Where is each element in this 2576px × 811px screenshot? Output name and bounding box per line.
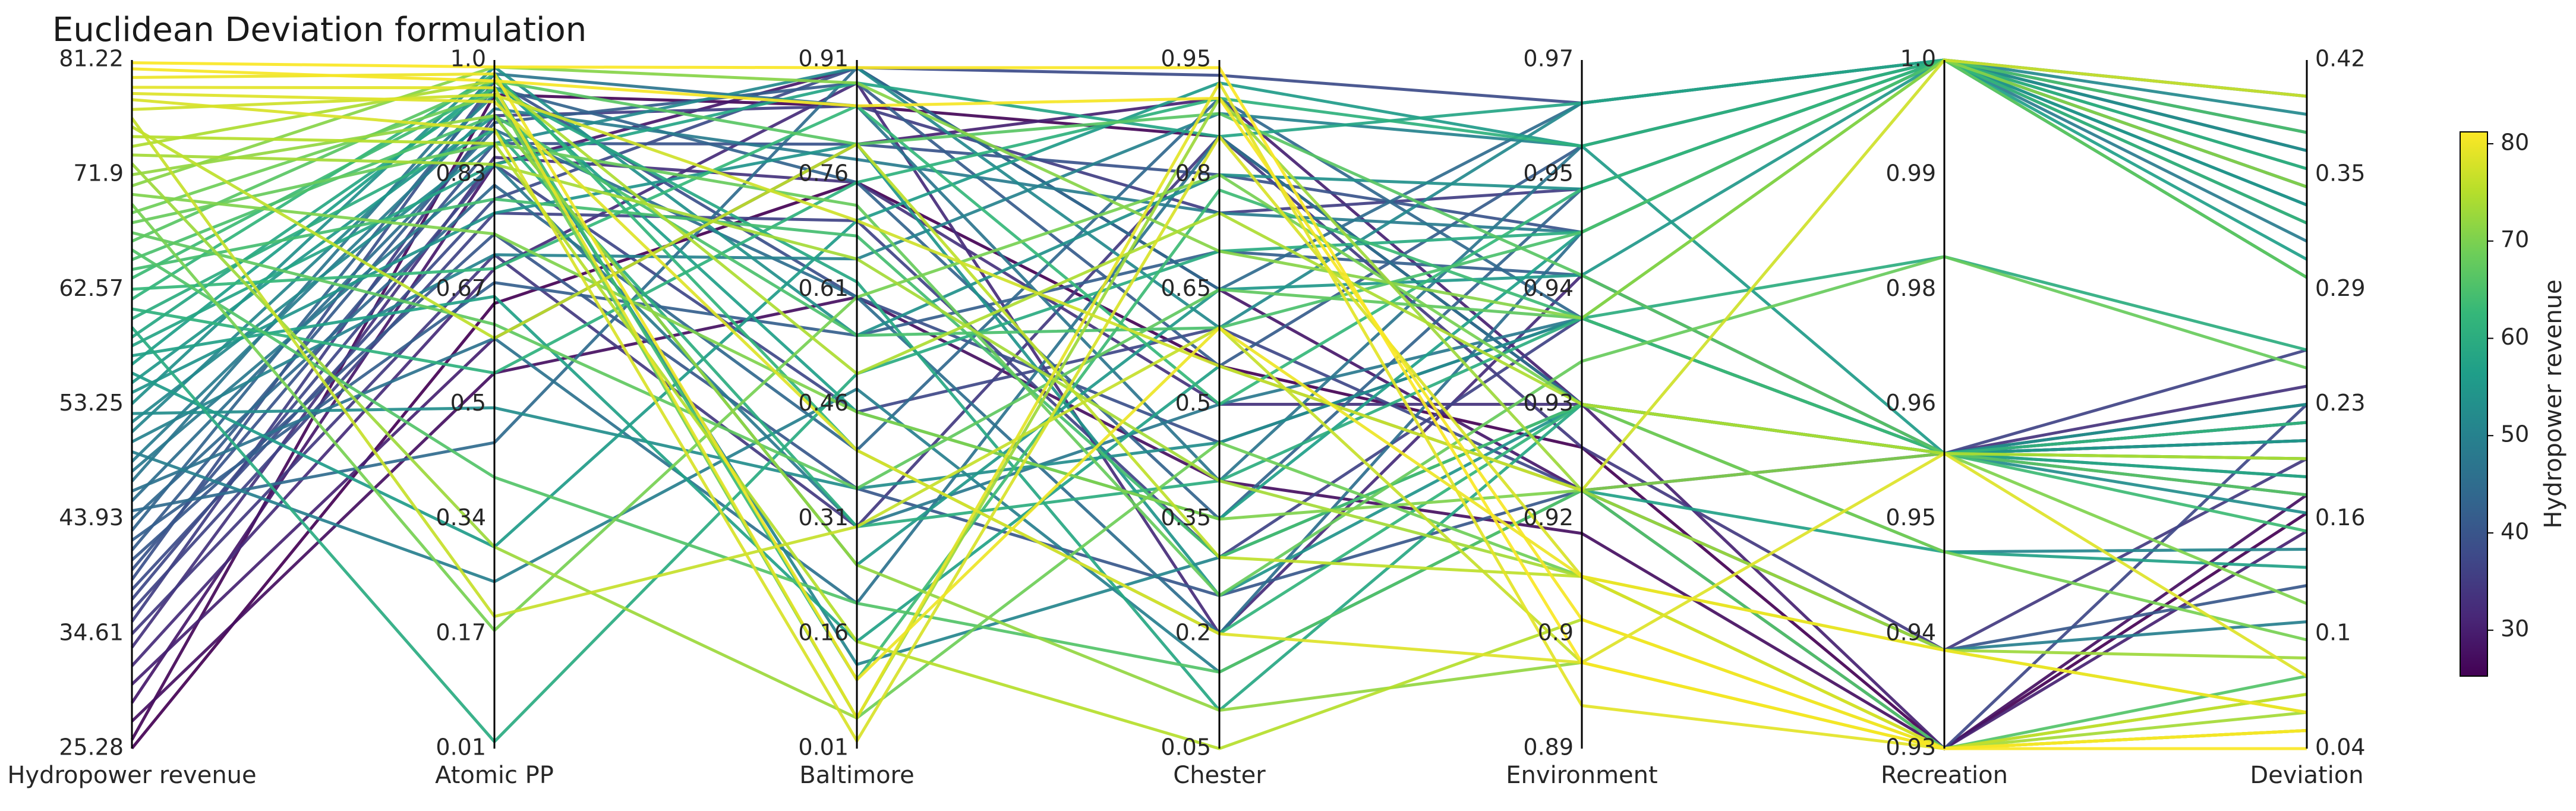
axis-label: Recreation <box>1881 762 2008 789</box>
tick-label: 0.99 <box>1886 160 1936 187</box>
colorbar-tick-label: 70 <box>2501 226 2529 253</box>
axis-label: Chester <box>1173 762 1266 789</box>
tick-label: 0.95 <box>1886 504 1936 531</box>
axis-label: Deviation <box>2250 762 2363 789</box>
colorbar-gradient <box>2460 131 2488 677</box>
tick-label: 0.16 <box>2315 504 2366 531</box>
tick-label: 0.93 <box>1886 734 1936 760</box>
colorbar-tick-label: 30 <box>2501 616 2529 642</box>
tick-label: 0.35 <box>1161 504 1211 531</box>
tick-label: 0.83 <box>436 160 486 187</box>
tick-label: 0.97 <box>1523 46 1574 72</box>
tick-label: 0.42 <box>2315 46 2366 72</box>
tick-label: 62.57 <box>59 275 124 301</box>
tick-label: 0.2 <box>1175 619 1211 645</box>
tick-label: 0.65 <box>1161 275 1211 301</box>
tick-label: 34.61 <box>59 619 124 645</box>
colorbar-label: Hydropower revenue <box>2540 279 2567 528</box>
tick-label: 0.5 <box>450 390 486 416</box>
tick-label: 0.01 <box>798 734 849 760</box>
tick-label: 0.67 <box>436 275 486 301</box>
tick-label: 0.29 <box>2315 275 2366 301</box>
tick-label: 0.34 <box>436 504 486 531</box>
tick-label: 0.31 <box>798 504 849 531</box>
tick-label: 0.96 <box>1886 390 1936 416</box>
tick-label: 0.16 <box>798 619 849 645</box>
tick-label: 25.28 <box>59 734 124 760</box>
tick-label: 0.92 <box>1523 504 1574 531</box>
tick-label: 0.95 <box>1161 46 1211 72</box>
tick-label: 0.1 <box>2315 619 2351 645</box>
tick-label: 0.04 <box>2315 734 2366 760</box>
tick-label: 81.22 <box>59 46 124 72</box>
tick-label: 0.5 <box>1175 390 1211 416</box>
tick-label: 0.93 <box>1523 390 1574 416</box>
axis-label: Hydropower revenue <box>7 762 256 789</box>
tick-label: 0.76 <box>798 160 849 187</box>
axis-label: Atomic PP <box>435 762 554 789</box>
tick-label: 43.93 <box>59 504 124 531</box>
axis-label: Baltimore <box>799 762 914 789</box>
tick-label: 71.9 <box>73 160 124 187</box>
colorbar-tick-label: 80 <box>2501 129 2529 155</box>
tick-label: 0.46 <box>798 390 849 416</box>
tick-label: 0.9 <box>1538 619 1574 645</box>
colorbar-tick-label: 60 <box>2501 324 2529 350</box>
axis-label: Environment <box>1506 762 1657 789</box>
tick-label: 0.98 <box>1886 275 1936 301</box>
tick-label: 0.61 <box>798 275 849 301</box>
tick-label: 0.95 <box>1523 160 1574 187</box>
tick-label: 0.23 <box>2315 390 2366 416</box>
tick-label: 0.94 <box>1886 619 1936 645</box>
colorbar-tick-label: 50 <box>2501 421 2529 447</box>
axis-hydropower-revenue: 81.22 71.9 62.57 53.25 43.93 34.61 25.28Hydrop… <box>7 46 256 790</box>
tick-label: 1.0 <box>450 46 486 72</box>
tick-label: 0.35 <box>2315 160 2366 187</box>
tick-label: 1.0 <box>1900 46 1936 72</box>
axes-layer: 81.22 71.9 62.57 53.25 43.93 34.61 25.28Hydrop… <box>7 46 2365 790</box>
tick-label: 0.94 <box>1523 275 1574 301</box>
tick-label: 0.01 <box>436 734 486 760</box>
tick-label: 0.91 <box>798 46 849 72</box>
tick-label: 0.05 <box>1161 734 1211 760</box>
colorbar: 80 70 60 50 40 30 Hydropower revenue <box>2460 129 2567 677</box>
tick-label: 0.8 <box>1175 160 1211 187</box>
chart-title: Euclidean Deviation formulation <box>52 11 587 49</box>
tick-label: 0.89 <box>1523 734 1574 760</box>
tick-label: 53.25 <box>59 390 124 416</box>
tick-label: 0.17 <box>436 619 486 645</box>
colorbar-tick-label: 40 <box>2501 518 2529 544</box>
